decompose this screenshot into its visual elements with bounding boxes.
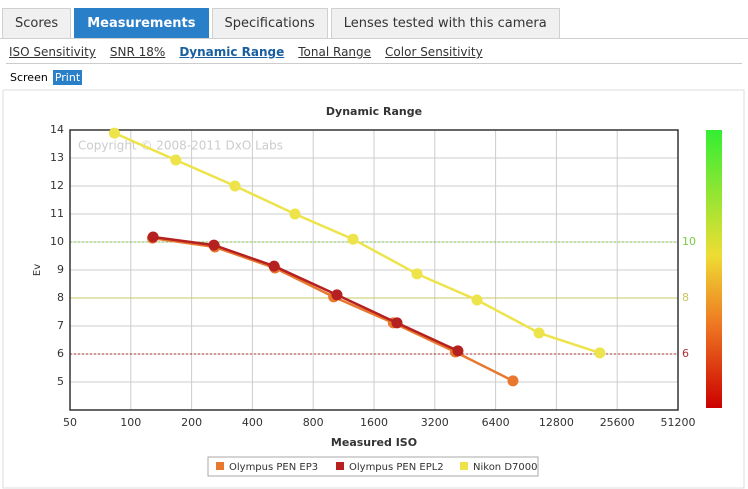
x-tick-label: 25600 [600, 416, 635, 429]
divider [0, 38, 748, 39]
legend-label: Nikon D7000 [473, 462, 537, 473]
x-tick-label: 800 [303, 416, 324, 429]
subtab[interactable]: Dynamic Range [179, 45, 285, 59]
y-tick-label: 7 [57, 319, 64, 332]
y-axis-label: Ev [32, 264, 43, 276]
x-tick-label: 100 [120, 416, 141, 429]
data-point [452, 345, 464, 357]
tab[interactable]: Lenses tested with this camera [330, 8, 560, 38]
mode-button[interactable]: Print [52, 70, 83, 85]
y-tick-label: 14 [50, 123, 64, 136]
legend-swatch [336, 462, 344, 470]
data-point [108, 127, 120, 139]
data-point [471, 294, 483, 306]
data-point [208, 239, 220, 251]
x-tick-label: 400 [242, 416, 263, 429]
legend-label: Olympus PEN EP3 [229, 462, 318, 473]
tab[interactable]: Measurements [74, 8, 209, 38]
data-point [411, 268, 423, 280]
x-tick-label: 200 [181, 416, 202, 429]
x-tick-label: 3200 [421, 416, 449, 429]
data-point [170, 154, 182, 166]
y-tick-label: 10 [50, 235, 64, 248]
data-point [347, 233, 359, 245]
x-tick-label: 50 [63, 416, 77, 429]
legend-box [207, 456, 539, 477]
y-tick-label: 11 [50, 207, 64, 220]
chart-title: Dynamic Range [326, 105, 422, 118]
x-axis-label: Measured ISO [331, 436, 417, 449]
x-tick-label: 6400 [482, 416, 510, 429]
tab[interactable]: Specifications [211, 8, 328, 38]
y-tick-label: 12 [50, 179, 64, 192]
y-tick-label: 8 [57, 291, 64, 304]
plot-frame [69, 129, 679, 411]
y-tick-label: 5 [57, 375, 64, 388]
reference-label: 8 [682, 291, 689, 304]
y-tick-label: 9 [57, 263, 64, 276]
series-line [152, 236, 514, 382]
y-tick-label: 13 [50, 151, 64, 164]
reference-label: 6 [682, 347, 689, 360]
reference-label: 10 [682, 235, 696, 248]
data-point [268, 260, 280, 272]
tabs: Scores Measurements Specifications Lense… [2, 8, 560, 38]
data-point [331, 289, 343, 301]
series-line [152, 235, 459, 353]
legend-label: Olympus PEN EPL2 [349, 462, 444, 473]
data-point [507, 375, 519, 387]
data-point [289, 208, 301, 220]
data-point [391, 317, 403, 329]
y-tick-label: 6 [57, 347, 64, 360]
tab[interactable]: Scores [2, 8, 72, 38]
watermark: Copyright © 2008-2011 DxO Labs [78, 139, 283, 153]
subtab[interactable]: Tonal Range [298, 45, 372, 59]
x-tick-label: 51200 [661, 416, 696, 429]
x-tick-label: 1600 [360, 416, 388, 429]
data-point [147, 231, 159, 243]
color-scale [706, 130, 722, 408]
x-tick-label: 12800 [539, 416, 574, 429]
legend-swatch [460, 462, 468, 470]
subtab[interactable]: Color Sensitivity [385, 45, 483, 59]
subtab[interactable]: ISO Sensitivity [9, 45, 96, 59]
subtab[interactable]: SNR 18% [109, 45, 166, 59]
data-point [229, 180, 241, 192]
mode-button[interactable]: Screen [10, 71, 48, 84]
modes: Screen Print [8, 70, 83, 85]
chart-panel [2, 89, 745, 489]
data-point [533, 327, 545, 339]
subtabs: ISO Sensitivity SNR 18% Dynamic Range To… [9, 45, 483, 59]
data-point [594, 347, 606, 359]
legend-swatch [216, 462, 224, 470]
divider [6, 63, 742, 64]
